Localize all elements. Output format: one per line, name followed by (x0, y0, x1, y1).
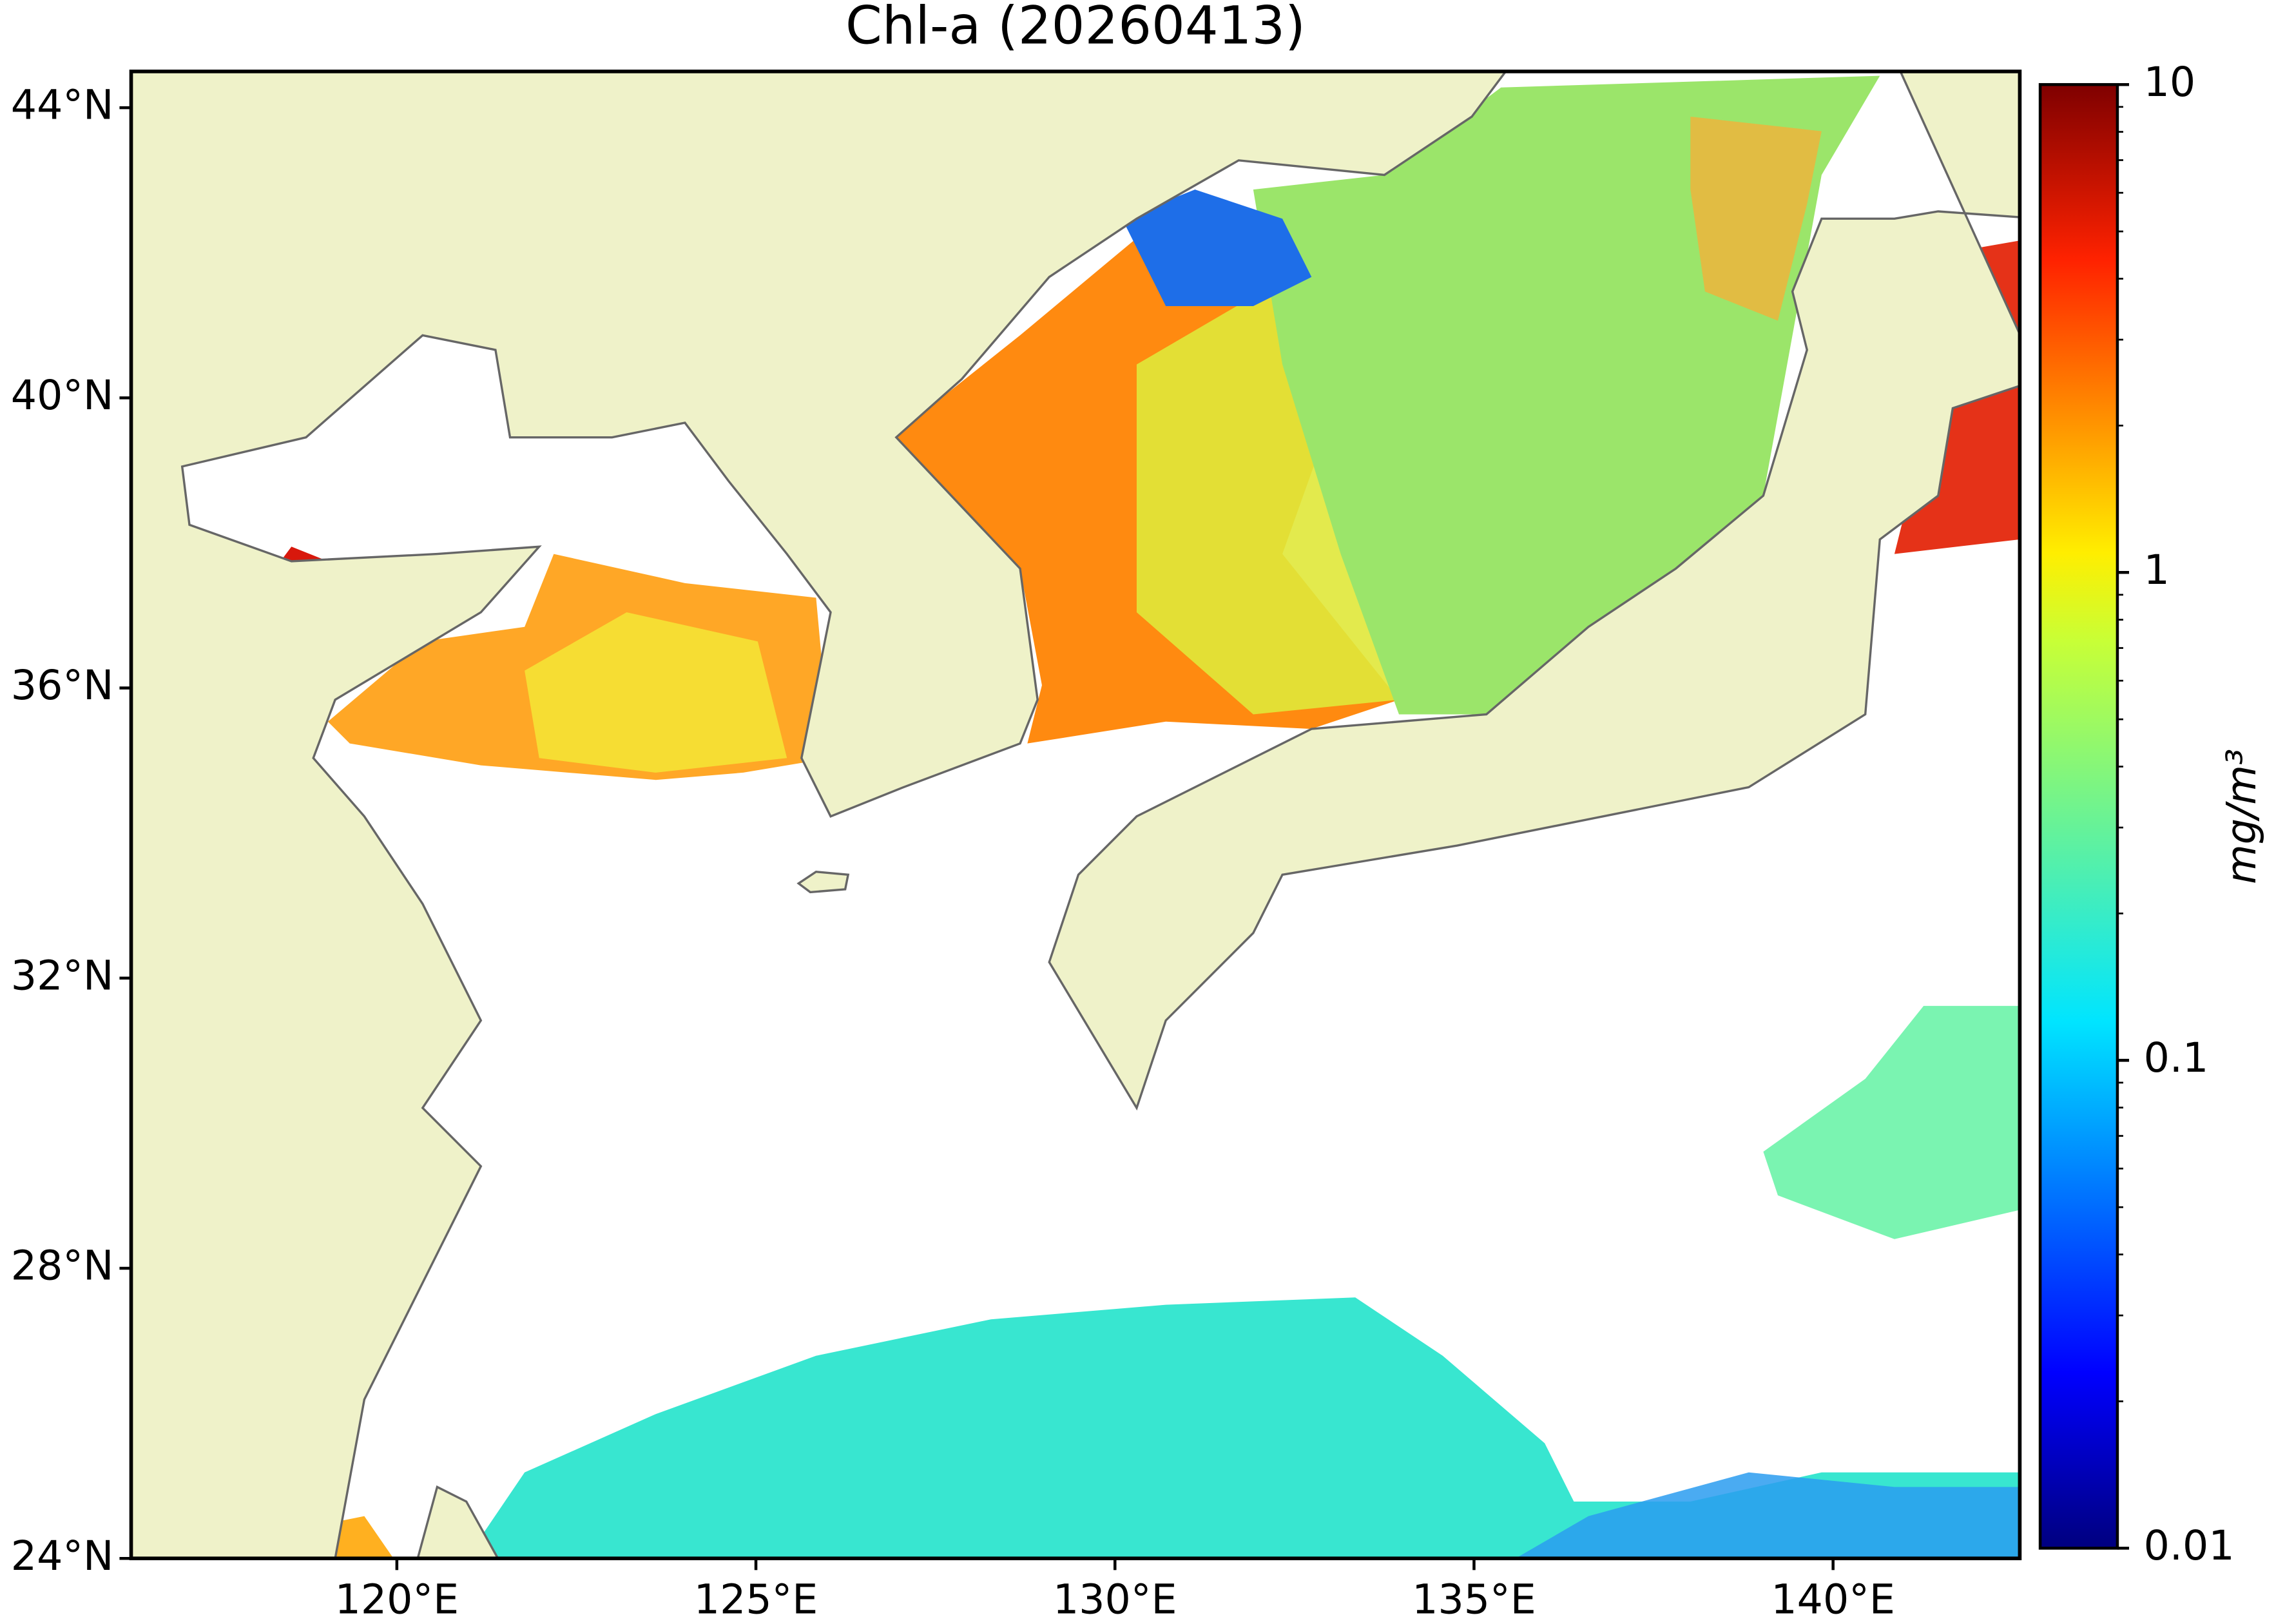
map-frame (129, 70, 2022, 1561)
x-tick-label: 140°E (1771, 1576, 1895, 1623)
colorbar (2038, 82, 2119, 1550)
chart-title: Chl-a (20260413) (845, 0, 1306, 57)
map (131, 71, 2020, 1559)
colorbar-tick-label: 1 (2144, 546, 2170, 594)
y-tick-label: 28°N (11, 1242, 114, 1290)
colorbar-tick-label: 10 (2144, 58, 2196, 106)
y-tick-label: 32°N (11, 951, 114, 999)
x-tick-label: 135°E (1412, 1576, 1536, 1623)
colorbar-tick-label: 0.01 (2144, 1522, 2235, 1569)
chl-low-patch (1122, 189, 1312, 307)
y-tick-label: 40°N (11, 371, 114, 419)
y-tick-label: 36°N (11, 661, 114, 709)
colorbar-tick-label: 0.1 (2144, 1034, 2209, 1081)
land (131, 71, 2020, 1559)
chl-pacific-east (1763, 1005, 2020, 1239)
colorbar-label: mg/m³ (2217, 749, 2265, 884)
land-taiwan (416, 1485, 499, 1559)
land-japan (1048, 71, 2020, 1111)
x-tick-label: 125°E (694, 1576, 818, 1623)
x-tick-label: 120°E (335, 1576, 459, 1623)
chl-japan-sea-north (1690, 116, 1822, 321)
chl-yellow-sea-center (525, 612, 787, 773)
chl-south-band (466, 1297, 2020, 1559)
land-jeju (796, 871, 850, 894)
y-tick-label: 24°N (11, 1532, 114, 1580)
land-asia (131, 71, 1507, 1559)
x-tick-label: 130°E (1053, 1576, 1177, 1623)
chl-south-low (1515, 1472, 2020, 1559)
y-tick-label: 44°N (11, 81, 114, 129)
